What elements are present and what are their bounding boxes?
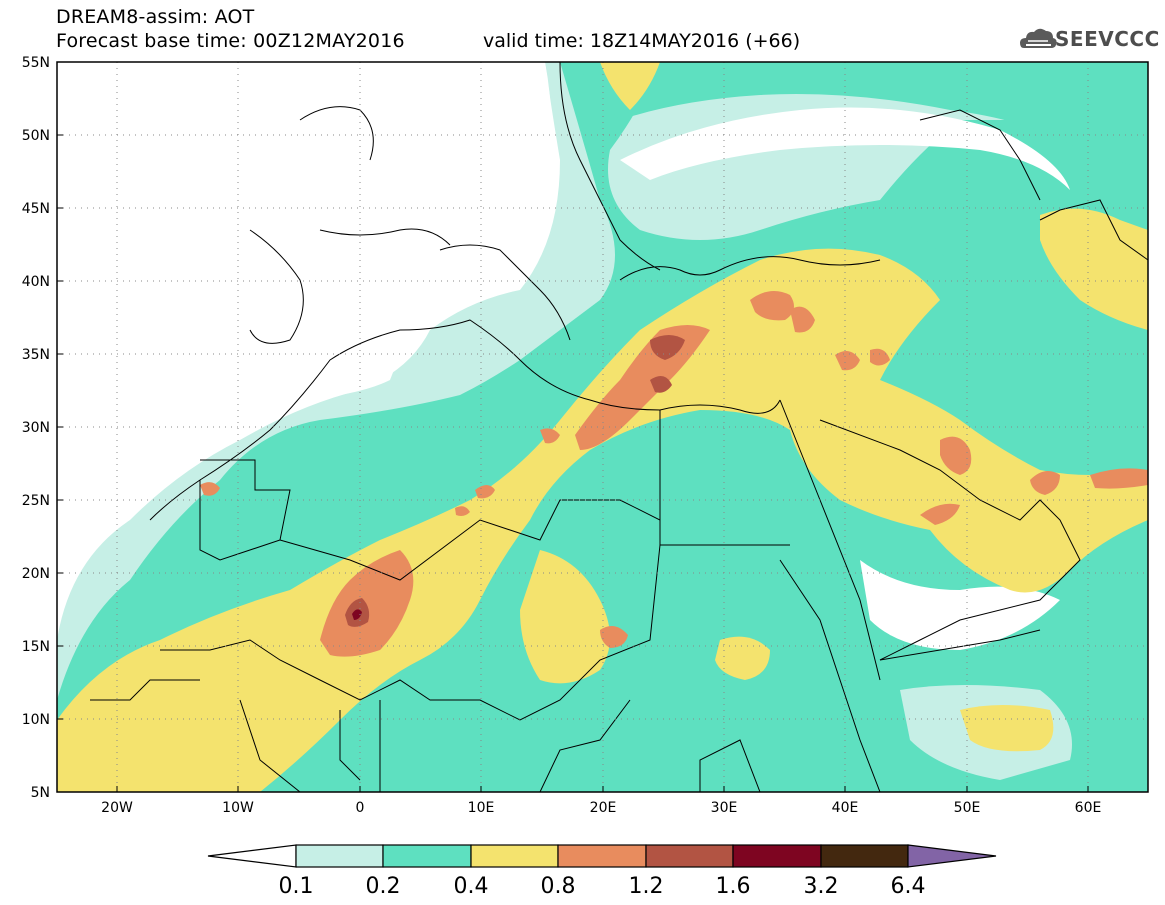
colorbar-swatch [470, 844, 559, 868]
colorbar-swatch [645, 844, 734, 868]
lon-label: 50E [954, 800, 981, 816]
lat-label: 5N [31, 785, 50, 801]
lon-labels: 20W 10W 0 10E 20E 30E 40E 50E 60E [101, 800, 1101, 816]
aot-band-1.6 [352, 609, 362, 620]
lat-label: 30N [22, 420, 50, 436]
colorbar-swatch [732, 844, 822, 868]
colorbar-label: 1.2 [629, 874, 664, 899]
lon-label: 20W [101, 800, 133, 816]
lat-label: 45N [22, 201, 50, 217]
lon-label: 10W [222, 800, 254, 816]
lat-label: 15N [22, 639, 50, 655]
lon-label: 40E [832, 800, 859, 816]
lon-label: 60E [1075, 800, 1102, 816]
lon-label: 0 [356, 800, 365, 816]
coastlines [90, 62, 1148, 792]
lat-label: 35N [22, 347, 50, 363]
lat-label: 25N [22, 493, 50, 509]
colorbar-swatch [295, 844, 384, 868]
axis-ticks [57, 61, 1089, 793]
aot-band-0.8 [200, 291, 1148, 657]
lat-label: 50N [22, 128, 50, 144]
colorbar: 0.1 0.2 0.4 0.8 1.2 1.6 3.2 6.4 [207, 844, 997, 899]
map-title: DREAM8-assim: AOT [56, 6, 255, 28]
colorbar-right-arrow [907, 844, 997, 868]
lon-label: 10E [468, 800, 495, 816]
colorbar-label: 0.4 [454, 874, 489, 899]
colorbar-label: 1.6 [716, 874, 751, 899]
valid-time: valid time: 18Z14MAY2016 (+66) [483, 30, 801, 52]
aot-band-0.4 [57, 62, 1148, 792]
lon-label: 30E [711, 800, 738, 816]
lat-label: 10N [22, 712, 50, 728]
logo-text: SEEVCCC [1055, 27, 1160, 51]
lat-label: 55N [22, 55, 50, 71]
lat-labels: 55N 50N 45N 40N 35N 30N 25N 20N 15N 10N … [22, 55, 50, 801]
forecast-base-time: Forecast base time: 00Z12MAY2016 [56, 30, 405, 52]
colorbar-label: 0.8 [541, 874, 576, 899]
colorbar-swatch [382, 844, 472, 868]
colorbar-label: 0.2 [366, 874, 401, 899]
colorbar-label: 3.2 [804, 874, 839, 899]
colorbar-label: 6.4 [891, 874, 926, 899]
aot-field [57, 62, 1148, 792]
cloud-icon [1020, 28, 1057, 48]
colorbar-swatch [557, 844, 647, 868]
colorbar-swatch [820, 844, 909, 868]
lat-label: 20N [22, 566, 50, 582]
lat-label: 40N [22, 274, 50, 290]
lon-label: 20E [590, 800, 617, 816]
colorbar-left-arrow [207, 844, 297, 868]
colorbar-label: 0.1 [279, 874, 314, 899]
aot-band-1.2 [345, 335, 685, 627]
